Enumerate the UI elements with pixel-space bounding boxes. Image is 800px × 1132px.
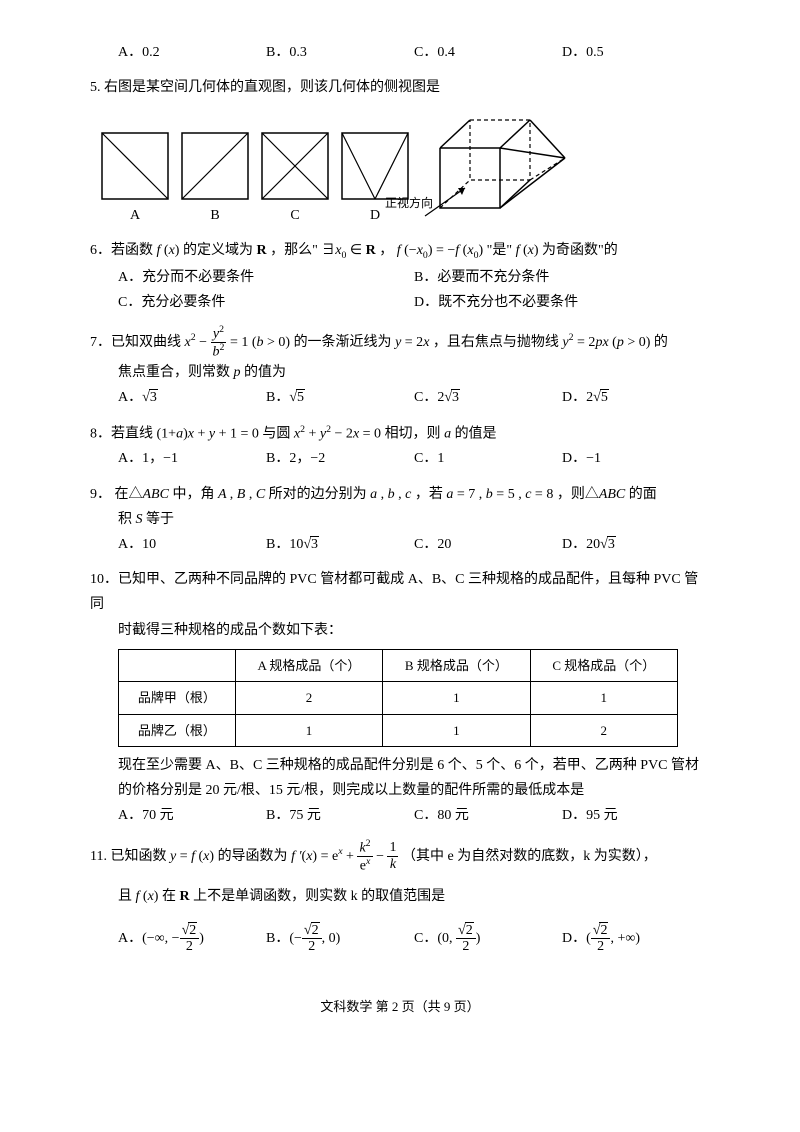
q9-opts: A．10 B．10√3 C．20 D．20√3 (90, 532, 710, 557)
q9-d: D．20√3 (562, 532, 710, 557)
q9: 9． 在△ABC 中，角 A , B , C 所对的边分别为 a , b , c… (90, 482, 710, 558)
q5-arrow-label: 正视方向 (385, 193, 433, 215)
q8-a: A．1，−1 (118, 446, 266, 471)
q9-text: 9． 在△ABC 中，角 A , B , C 所对的边分别为 a , b , c… (90, 482, 710, 532)
q6: 6．若函数 f (x) 的定义域为 R ，那么" ∃x0 ∈ R ， f (−x… (90, 238, 710, 315)
q10-b: B．75 元 (266, 803, 414, 828)
table-header-row: A 规格成品（个） B 规格成品（个） C 规格成品（个） (119, 649, 678, 681)
q10-d: D．95 元 (562, 803, 710, 828)
q10-table: A 规格成品（个） B 规格成品（个） C 规格成品（个） 品牌甲（根） 2 1… (118, 649, 678, 747)
q10-text2: 现在至少需要 A、B、C 三种规格的成品配件分别是 6 个、5 个、6 个，若甲… (90, 753, 710, 803)
q7-opts: A．√3 B．√5 C．2√3 D．2√5 (90, 385, 710, 410)
table-row: 品牌甲（根） 2 1 1 (119, 682, 678, 714)
q5-figures: A B C D (100, 108, 710, 228)
q6-c: C．充分必要条件 (118, 290, 414, 315)
page-footer: 文科数学 第 2 页（共 9 页） (90, 995, 710, 1018)
q5-fig-c: C (260, 131, 330, 228)
q5-fig-b: B (180, 131, 250, 228)
q7-c: C．2√3 (414, 385, 562, 410)
q10-opts: A．70 元 B．75 元 C．80 元 D．95 元 (90, 803, 710, 828)
q10-a: A．70 元 (118, 803, 266, 828)
q5-fig-3d: 正视方向 (420, 108, 570, 228)
q7-d: D．2√5 (562, 385, 710, 410)
th-blank (119, 649, 236, 681)
q5-fig-a: A (100, 131, 170, 228)
q8-c: C．1 (414, 446, 562, 471)
q11-line2: 且 f (x) 在 R 上不是单调函数，则实数 k 的取值范围是 (90, 884, 710, 909)
q8: 8．若直线 (1+a)x + y + 1 = 0 与圆 x2 + y2 − 2x… (90, 421, 710, 472)
table-row: 品牌乙（根） 1 1 2 (119, 714, 678, 746)
q6-d: D．既不充分也不必要条件 (414, 290, 710, 315)
th-a: A 规格成品（个） (235, 649, 382, 681)
q8-text: 8．若直线 (1+a)x + y + 1 = 0 与圆 x2 + y2 − 2x… (90, 421, 710, 447)
q9-a: A．10 (118, 532, 266, 557)
q11-a: A．(−∞, −√22) (118, 923, 266, 955)
q7-line1: 7．已知双曲线 x2 − y2b2 = 1 (b > 0) 的一条渐近线为 y … (90, 325, 710, 360)
q4-opt-a: A．0.2 (118, 40, 266, 65)
q11-line1: 11. 已知函数 y = f (x) 的导函数为 f ′(x) = ex + k… (90, 839, 710, 874)
q10: 10．已知甲、乙两种不同品牌的 PVC 管材都可截成 A、B、C 三种规格的成品… (90, 567, 710, 828)
q7: 7．已知双曲线 x2 − y2b2 = 1 (b > 0) 的一条渐近线为 y … (90, 325, 710, 410)
q6-a: A．充分而不必要条件 (118, 265, 414, 290)
q8-b: B．2，−2 (266, 446, 414, 471)
q5: 5. 右图是某空间几何体的直观图，则该几何体的侧视图是 A B C D (90, 75, 710, 228)
q7-b: B．√5 (266, 385, 414, 410)
q8-opts: A．1，−1 B．2，−2 C．1 D．−1 (90, 446, 710, 471)
q11-b: B．(−√22, 0) (266, 923, 414, 955)
th-b: B 规格成品（个） (383, 649, 530, 681)
q8-d: D．−1 (562, 446, 710, 471)
q4-opt-c: C．0.4 (414, 40, 562, 65)
q4-options: A．0.2 B．0.3 C．0.4 D．0.5 (90, 40, 710, 65)
q11: 11. 已知函数 y = f (x) 的导函数为 f ′(x) = ex + k… (90, 839, 710, 955)
q10-text1: 10．已知甲、乙两种不同品牌的 PVC 管材都可截成 A、B、C 三种规格的成品… (90, 567, 710, 643)
q9-c: C．20 (414, 532, 562, 557)
q11-c: C．(0, √22) (414, 923, 562, 955)
q6-b: B．必要而不充分条件 (414, 265, 710, 290)
q4-opt-d: D．0.5 (562, 40, 710, 65)
q10-c: C．80 元 (414, 803, 562, 828)
q11-opts: A．(−∞, −√22) B．(−√22, 0) C．(0, √22) D．(√… (90, 923, 710, 955)
th-c: C 规格成品（个） (530, 649, 677, 681)
q6-text: 6．若函数 f (x) 的定义域为 R ，那么" ∃x0 ∈ R ， f (−x… (90, 238, 710, 264)
q11-d: D．(√22, +∞) (562, 923, 710, 955)
q6-opts: A．充分而不必要条件B．必要而不充分条件 C．充分必要条件D．既不充分也不必要条… (90, 265, 710, 315)
q4-opt-b: B．0.3 (266, 40, 414, 65)
q5-text: 5. 右图是某空间几何体的直观图，则该几何体的侧视图是 (90, 75, 710, 100)
q9-b: B．10√3 (266, 532, 414, 557)
q7-line2: 焦点重合，则常数 p 的值为 (90, 360, 710, 385)
q7-a: A．√3 (118, 385, 266, 410)
